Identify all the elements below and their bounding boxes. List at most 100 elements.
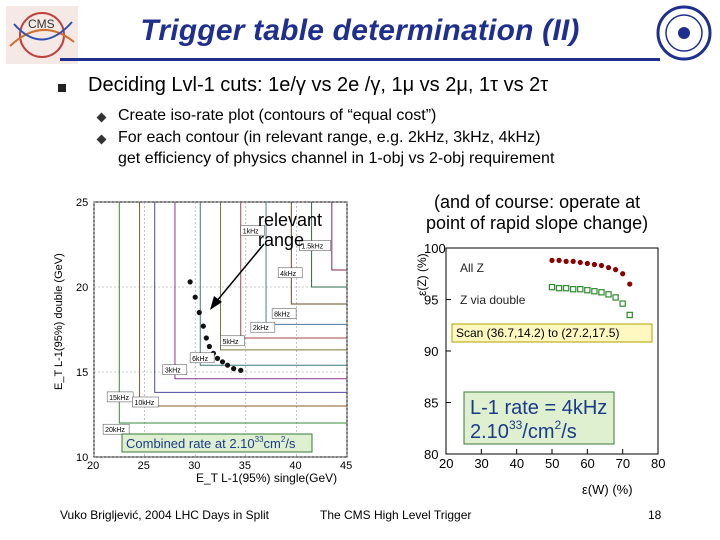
x-tick-label: 30 — [188, 460, 200, 472]
tick-labels: 20 30 40 50 60 70 80 80 85 90 95 100 — [424, 241, 665, 471]
z-double-point — [584, 287, 591, 294]
annotation-line: relevant — [258, 210, 323, 230]
z-double-point — [562, 284, 570, 292]
z-double-point — [605, 291, 612, 298]
contour-labels: 15kHz 20kHz 10kHz 3kHz 6kHz 5kHz 2kHz 8kHz 4kHz 1… — [102, 225, 331, 435]
contour-label: 20kHz — [105, 427, 125, 434]
z-double-point — [619, 300, 626, 307]
contour-label-box — [250, 321, 276, 333]
contour-label: 8kHz — [274, 312, 290, 319]
contour-label: 1.5kHz — [301, 244, 323, 251]
contour-line — [199, 202, 347, 366]
annotation-line: point of rapid slope change) — [426, 213, 649, 233]
x-tick-label: 50 — [545, 456, 559, 471]
main-bullet: Deciding Lvl-1 cuts: 1e/γ vs 2e /γ, 1μ v… — [88, 74, 549, 96]
z-double-point — [548, 283, 556, 291]
contour-line — [118, 202, 347, 424]
x-tick-label: 30 — [474, 456, 488, 471]
contour-label: 5kHz — [223, 339, 239, 346]
contour-label-box — [271, 308, 297, 319]
contour-line — [290, 202, 347, 305]
x-tick-label: 80 — [651, 456, 665, 471]
all-z-point — [591, 261, 597, 268]
sub-bullet-1: Create iso-rate plot (contours of “equal… — [118, 107, 437, 124]
efficiency-plot: 20 30 40 50 60 70 80 80 85 90 95 100 ε(Z) (%) ε(W) … — [415, 241, 665, 497]
contour-line — [311, 202, 347, 288]
grid-lines — [93, 201, 348, 458]
cms-logo: CMS — [6, 6, 78, 64]
contour-line — [174, 202, 347, 380]
contour-label-box — [299, 240, 331, 251]
rate-box — [463, 391, 615, 445]
scan-label-box — [451, 323, 653, 343]
all-z-point — [556, 257, 562, 263]
contour-label: 10kHz — [134, 400, 154, 407]
scan-point — [187, 279, 193, 285]
combined-rate-label: Combined rate at 2.1033cm2/s — [126, 435, 296, 451]
scan-point — [196, 309, 202, 316]
operate-point-annotation: (and of course: operate at point of rapi… — [426, 192, 648, 234]
contour-line — [220, 202, 347, 351]
y-tick-label: 15 — [76, 367, 88, 379]
contour-line — [331, 202, 347, 271]
scan-point — [231, 366, 237, 372]
contour-label: 1kHz — [243, 228, 259, 235]
z-double-point — [570, 285, 577, 293]
cms-logo-text: CMS — [28, 17, 55, 31]
y-tick-label: 10 — [76, 452, 88, 464]
all-z-point — [584, 260, 590, 267]
bullet-diamond-icon — [96, 112, 107, 123]
all-z-point — [570, 258, 576, 264]
all-z-point — [549, 257, 555, 263]
bullet-square-icon — [58, 84, 66, 92]
tick-labels: 20 25 30 35 40 45 10 15 20 25 — [76, 197, 352, 472]
all-z-point — [627, 281, 633, 287]
scan-label: Scan (36.7,14.2) to (27.2,17.5) — [456, 326, 619, 340]
all-z-point — [598, 262, 605, 269]
z-double-point — [626, 311, 633, 319]
y-tick-label: 20 — [76, 282, 88, 294]
y-tick-label: 90 — [424, 344, 438, 359]
y-tick-label: 25 — [76, 197, 88, 209]
y-axis-label: E_T L-1(95%) double (GeV) — [53, 253, 65, 390]
y-tick-label: 80 — [424, 447, 438, 462]
iso-rate-plot: 20 25 30 35 40 45 10 15 20 25 15kHz 20kHz 10kHz 3kHz… — [53, 197, 352, 485]
bullet-diamond-icon — [96, 134, 107, 145]
contour-label: 2kHz — [253, 325, 269, 332]
annotation-line: range — [258, 230, 305, 250]
legend-all-z: All Z — [460, 261, 484, 275]
scan-point — [238, 367, 244, 373]
z-double-point — [577, 285, 584, 293]
scan-point — [203, 335, 209, 341]
slide-title: Trigger table determination (II) — [140, 14, 580, 47]
institute-seal — [656, 5, 712, 61]
page-number: 18 — [648, 508, 662, 522]
all-z-point — [613, 267, 619, 273]
rate-label-1: L-1 rate = 4kHz — [470, 397, 607, 419]
contour-label-box — [132, 396, 159, 408]
x-tick-label: 60 — [580, 456, 594, 471]
y-tick-label: 85 — [424, 396, 438, 411]
x-tick-label: 20 — [87, 460, 99, 472]
x-tick-label: 20 — [439, 456, 453, 471]
sub-bullet-2-continuation: get efficiency of physics channel in 1-o… — [118, 150, 555, 167]
scan-point — [224, 362, 231, 368]
z-double-point — [555, 284, 563, 292]
contour-label-box — [277, 267, 303, 279]
contour-label: 6kHz — [192, 356, 208, 363]
x-tick-label: 70 — [616, 456, 630, 471]
x-tick-label: 40 — [510, 456, 524, 471]
contour-label: 15kHz — [109, 395, 129, 402]
z-double-point — [598, 289, 605, 296]
contour-label-box — [220, 335, 245, 347]
combined-rate-box — [121, 433, 313, 453]
scan-point — [219, 359, 226, 365]
contour-label: 3kHz — [165, 368, 181, 375]
contour-label-box — [240, 225, 265, 236]
scan-point — [214, 355, 221, 361]
x-tick-label: 45 — [340, 460, 352, 472]
scan-point — [206, 343, 212, 350]
x-axis-label: ε(W) (%) — [582, 482, 633, 497]
y-tick-label: 100 — [424, 241, 446, 256]
relevant-range-arrow — [210, 243, 265, 310]
